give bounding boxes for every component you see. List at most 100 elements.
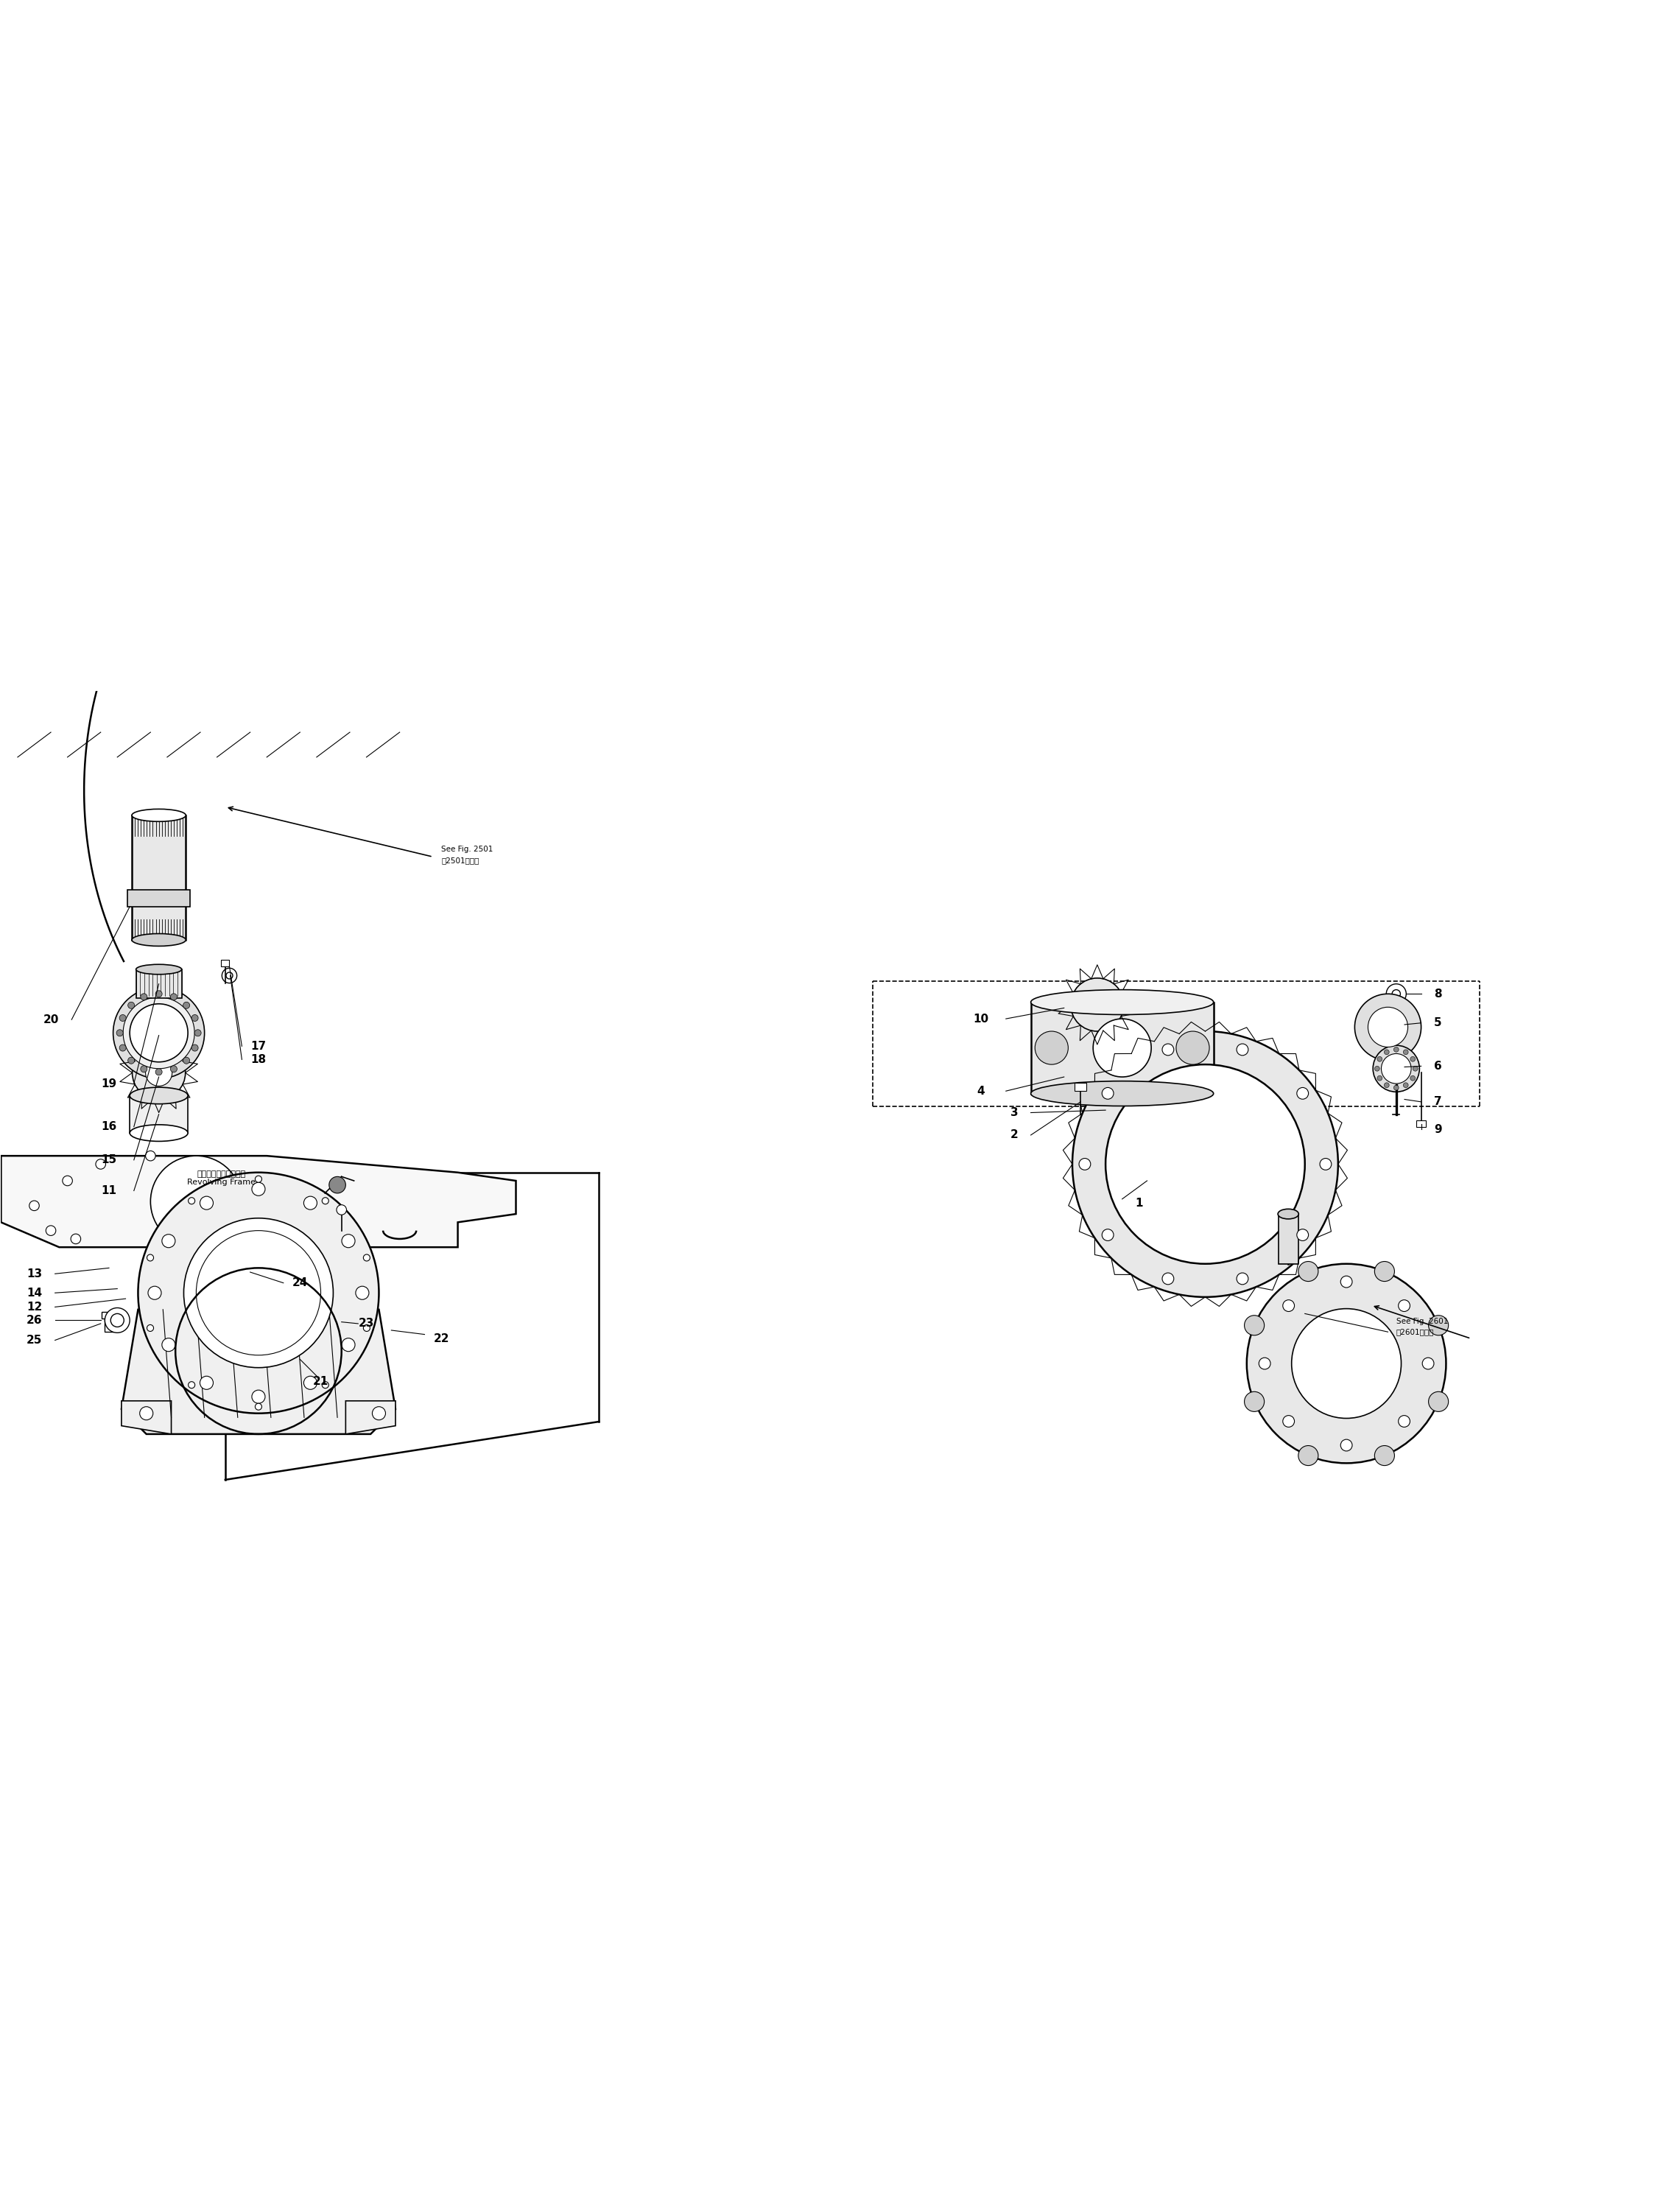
Circle shape	[1340, 1276, 1352, 1287]
Circle shape	[146, 1325, 153, 1332]
Circle shape	[1103, 1088, 1114, 1099]
Circle shape	[63, 1177, 73, 1186]
Circle shape	[1384, 1082, 1389, 1088]
Text: Revolving Frame: Revolving Frame	[186, 1179, 256, 1186]
Ellipse shape	[131, 810, 186, 821]
Circle shape	[1162, 1272, 1174, 1285]
Circle shape	[120, 1044, 126, 1051]
Text: 1: 1	[1134, 1197, 1142, 1208]
Circle shape	[1392, 989, 1400, 998]
Circle shape	[116, 1029, 123, 1035]
Circle shape	[146, 1254, 153, 1261]
Bar	[1279, 1214, 1299, 1263]
Circle shape	[1375, 1447, 1395, 1467]
Text: 26: 26	[27, 1314, 42, 1325]
Text: 22: 22	[434, 1334, 449, 1345]
Circle shape	[146, 1150, 156, 1161]
Circle shape	[336, 1206, 346, 1214]
Circle shape	[1237, 1044, 1249, 1055]
Circle shape	[1162, 1044, 1174, 1055]
Circle shape	[1422, 1358, 1434, 1369]
Circle shape	[1111, 1099, 1133, 1121]
Bar	[221, 960, 229, 967]
Circle shape	[1093, 1020, 1151, 1077]
Ellipse shape	[130, 1124, 188, 1141]
Text: 21: 21	[313, 1376, 329, 1387]
Circle shape	[140, 1407, 153, 1420]
Circle shape	[141, 993, 148, 1000]
Circle shape	[1176, 1031, 1209, 1064]
Text: 2: 2	[1009, 1130, 1018, 1141]
Text: See Fig. 2601: See Fig. 2601	[1397, 1318, 1448, 1325]
Circle shape	[1320, 1159, 1332, 1170]
Text: 23: 23	[359, 1318, 374, 1329]
Polygon shape	[121, 1310, 396, 1433]
Circle shape	[226, 973, 233, 980]
Bar	[130, 1095, 188, 1133]
Bar	[1031, 1002, 1214, 1093]
Circle shape	[200, 1197, 213, 1210]
Ellipse shape	[131, 933, 186, 947]
Text: 20: 20	[43, 1013, 58, 1024]
Circle shape	[373, 1407, 386, 1420]
Circle shape	[72, 1234, 81, 1243]
Circle shape	[200, 1376, 213, 1389]
Circle shape	[363, 1325, 369, 1332]
Circle shape	[1299, 1261, 1319, 1281]
Circle shape	[341, 1234, 354, 1248]
Circle shape	[1071, 978, 1124, 1031]
Circle shape	[1282, 1416, 1294, 1427]
Circle shape	[1340, 1440, 1352, 1451]
Polygon shape	[121, 1400, 171, 1433]
Circle shape	[1034, 1031, 1068, 1064]
Circle shape	[111, 1314, 125, 1327]
Circle shape	[133, 1046, 185, 1099]
Circle shape	[341, 1338, 354, 1352]
Text: 19: 19	[101, 1077, 116, 1088]
Text: 5: 5	[1434, 1018, 1442, 1029]
Circle shape	[1237, 1272, 1249, 1285]
Text: 11: 11	[101, 1186, 116, 1197]
Circle shape	[323, 1197, 329, 1203]
Circle shape	[1118, 1106, 1128, 1115]
Circle shape	[191, 1044, 198, 1051]
Circle shape	[1404, 1048, 1409, 1055]
Circle shape	[254, 1177, 261, 1183]
Circle shape	[123, 998, 195, 1068]
Ellipse shape	[130, 1088, 188, 1104]
Circle shape	[1429, 1316, 1448, 1336]
Circle shape	[1382, 1053, 1412, 1084]
Ellipse shape	[1277, 1210, 1299, 1219]
Circle shape	[1282, 1301, 1294, 1312]
Circle shape	[141, 1066, 148, 1073]
Circle shape	[105, 1307, 130, 1334]
Circle shape	[1399, 1301, 1410, 1312]
Text: 24: 24	[293, 1276, 308, 1287]
Bar	[136, 969, 181, 998]
Circle shape	[1374, 1046, 1420, 1093]
Circle shape	[1259, 1358, 1271, 1369]
Circle shape	[183, 1002, 190, 1009]
Text: 12: 12	[27, 1301, 42, 1312]
Circle shape	[151, 1157, 241, 1248]
Text: 8: 8	[1434, 989, 1442, 1000]
Text: 16: 16	[101, 1121, 116, 1133]
Ellipse shape	[1031, 1082, 1214, 1106]
Circle shape	[1394, 1086, 1399, 1091]
Circle shape	[1103, 1230, 1114, 1241]
Circle shape	[96, 1159, 106, 1170]
Polygon shape	[2, 1157, 516, 1263]
Ellipse shape	[136, 964, 181, 973]
Circle shape	[1292, 1310, 1402, 1418]
Circle shape	[1369, 1006, 1409, 1046]
Circle shape	[251, 1183, 264, 1197]
Circle shape	[1387, 984, 1407, 1004]
Circle shape	[1404, 1082, 1409, 1088]
Circle shape	[363, 1254, 369, 1261]
Circle shape	[128, 1002, 135, 1009]
Circle shape	[1106, 1064, 1305, 1263]
Circle shape	[1384, 1048, 1389, 1055]
Circle shape	[1299, 1447, 1319, 1467]
Circle shape	[1297, 1230, 1309, 1241]
Text: 第2501図参照: 第2501図参照	[441, 856, 479, 865]
